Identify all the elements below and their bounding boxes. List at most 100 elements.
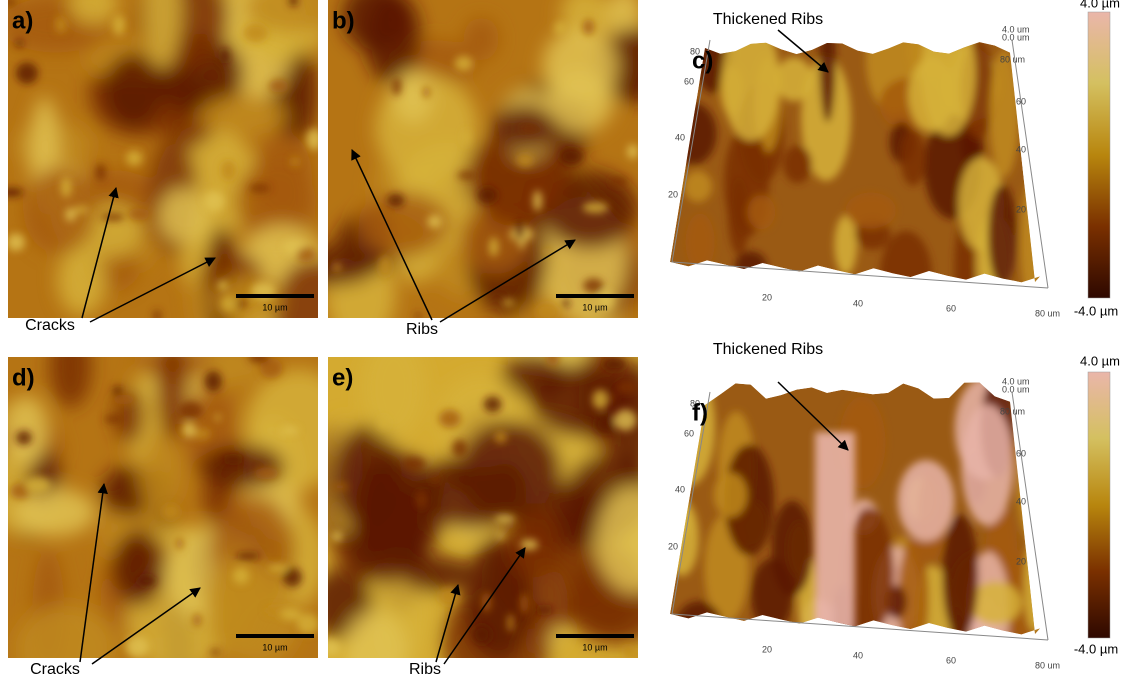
afm-speck xyxy=(430,474,439,483)
afm-speck xyxy=(605,394,617,400)
afm-speck xyxy=(415,313,422,321)
afm-speck xyxy=(616,381,638,393)
afm-speck xyxy=(255,467,279,479)
figure: a)10 µmCracksb)10 µmRibsd)10 µmCrackse)1… xyxy=(0,0,1122,678)
afm-speck xyxy=(204,191,225,211)
right-tick-label: 20 xyxy=(1016,204,1026,214)
afm-speck xyxy=(96,163,106,181)
afm-speck xyxy=(562,299,569,308)
surface-blob xyxy=(714,473,748,518)
afm-speck xyxy=(218,281,227,290)
afm-speck xyxy=(415,490,427,509)
surface-blob xyxy=(783,145,812,183)
panel-label: b) xyxy=(332,7,355,34)
afm-speck xyxy=(439,410,461,428)
surface-blob xyxy=(722,21,780,141)
afm-blob xyxy=(112,530,165,605)
annotation: Ribs xyxy=(409,661,441,678)
afm-speck xyxy=(128,208,149,220)
annotation: Cracks xyxy=(30,661,80,678)
afm-speck xyxy=(221,160,236,180)
z-label: 0.0 um xyxy=(1002,32,1030,42)
surface-blob xyxy=(684,171,712,202)
afm-image xyxy=(0,297,352,678)
afm-speck xyxy=(554,22,566,34)
afm-speck xyxy=(614,409,636,430)
afm-speck xyxy=(176,538,183,550)
afm-speck xyxy=(215,414,221,421)
afm-speck xyxy=(280,609,301,620)
afm-speck xyxy=(624,644,632,660)
afm-image xyxy=(309,336,673,678)
surface-blob xyxy=(834,215,857,274)
x-tick-label: 40 xyxy=(853,650,863,660)
surface-blob xyxy=(900,129,926,185)
left-tick-label: 40 xyxy=(675,484,685,494)
surface-blob xyxy=(675,601,722,653)
afm-speck xyxy=(16,39,24,47)
afm-speck xyxy=(221,296,238,311)
afm-speck xyxy=(249,184,270,192)
left-tick-label: 40 xyxy=(675,132,685,142)
afm-speck xyxy=(472,625,491,645)
panel-label: e) xyxy=(332,364,353,391)
afm-speck xyxy=(269,80,289,93)
surface-blob xyxy=(942,514,978,639)
afm-speck xyxy=(610,177,628,186)
afm-speck xyxy=(535,607,554,613)
afm-speck xyxy=(427,215,441,228)
afm-blob xyxy=(199,444,285,488)
afm-speck xyxy=(193,614,202,627)
afm-speck xyxy=(332,531,343,541)
afm-speck xyxy=(112,395,135,404)
surface-blob xyxy=(685,213,714,270)
afm-speck xyxy=(392,77,401,95)
afm-speck xyxy=(633,649,643,662)
afm-blob xyxy=(254,132,312,224)
afm-speck xyxy=(494,431,506,443)
afm-speck xyxy=(379,255,392,277)
right-tick-label: 40 xyxy=(1016,496,1026,506)
afm-speck xyxy=(16,62,38,84)
annotation: Thickened Ribs xyxy=(713,341,823,358)
annotation: Thickened Ribs xyxy=(713,11,823,28)
right-tick-label: 40 xyxy=(1016,144,1026,154)
afm-speck xyxy=(222,456,245,462)
afm-speck xyxy=(403,457,425,471)
afm-speck xyxy=(112,15,125,35)
afm-speck xyxy=(126,150,142,165)
scale-bar-label: 10 µm xyxy=(582,642,607,652)
surface-blob xyxy=(1024,538,1045,632)
left-tick-label: 20 xyxy=(668,541,678,551)
afm-speck xyxy=(495,515,515,523)
panel-label: a) xyxy=(12,7,33,34)
afm-speck xyxy=(583,278,603,293)
afm-speck xyxy=(153,310,161,323)
surface-blob xyxy=(988,184,1017,287)
afm-blob xyxy=(332,426,402,530)
surface xyxy=(652,366,1049,671)
afm-speck xyxy=(26,477,51,494)
afm-speck xyxy=(182,422,196,438)
afm-speck xyxy=(544,248,550,256)
surface-blob xyxy=(728,177,750,255)
surface-blob xyxy=(908,58,954,132)
right-tick-label: 80 um xyxy=(1000,54,1025,64)
x-tick-label: 20 xyxy=(762,292,772,302)
left-tick-label: 20 xyxy=(668,189,678,199)
afm-blob xyxy=(459,421,561,519)
afm-speck xyxy=(210,649,220,655)
right-tick-label: 60 xyxy=(1016,96,1026,106)
afm-speck xyxy=(333,262,341,272)
surface-blob xyxy=(989,49,1019,176)
right-tick-label: 60 xyxy=(1016,448,1026,458)
surface-blob xyxy=(1016,420,1049,542)
panel-label: c) xyxy=(692,47,713,74)
afm-speck xyxy=(379,417,388,429)
x-tick-label: 40 xyxy=(853,298,863,308)
afm-speck xyxy=(582,19,594,35)
colorbar-max: 4.0 µm xyxy=(1080,353,1120,368)
afm-speck xyxy=(306,129,322,150)
scale-bar-label: 10 µm xyxy=(262,302,287,312)
afm-speck xyxy=(16,430,32,445)
